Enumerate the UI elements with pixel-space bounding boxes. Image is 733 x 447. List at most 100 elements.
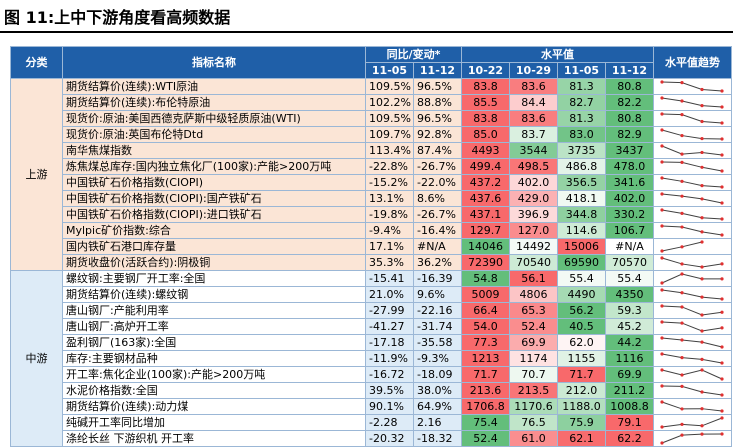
yoy-cell: 92.8% (413, 126, 462, 143)
trend-point (660, 112, 664, 116)
yoy-cell: #N/A (413, 238, 462, 255)
header-cell: 11-12 (413, 62, 462, 79)
trend-point (720, 432, 724, 436)
level-cell: 212.0 (557, 382, 606, 399)
level-cell: 69590 (557, 254, 606, 271)
level-cell: 56.2 (557, 302, 606, 319)
trend-cell (653, 206, 732, 223)
trend-point (660, 160, 664, 164)
level-cell: 330.2 (605, 206, 654, 223)
trend-cell (653, 350, 732, 367)
trend-cell (653, 78, 732, 95)
trend-line (661, 353, 723, 364)
level-cell: 56.1 (509, 270, 558, 287)
trend-line (661, 257, 723, 268)
yoy-cell: 102.2% (365, 94, 414, 111)
trend-point (680, 81, 684, 85)
level-cell: 75.4 (461, 414, 510, 431)
trend-line (661, 385, 723, 396)
data-row: 中国铁矿石价格指数(CIOPI):进口铁矿石 -19.8% -26.7% 437.1 3… (11, 206, 732, 223)
level-cell: 83.0 (557, 126, 606, 143)
yoy-cell: -22.0% (413, 174, 462, 191)
header-cell: 水平值 (461, 46, 654, 63)
sparkline (660, 192, 724, 205)
level-cell: 85.5 (461, 94, 510, 111)
data-row: 中国铁矿石价格指数(CIOPI):国产铁矿石 13.1% 8.6% 437.6 429.… (11, 190, 732, 207)
level-cell: 213.6 (461, 382, 510, 399)
trend-point (700, 313, 704, 317)
level-cell: 418.1 (557, 190, 606, 207)
header-cell: 指标名称 (62, 46, 366, 79)
sparkline (660, 400, 724, 413)
level-cell: 1213 (461, 350, 510, 367)
yoy-cell: 13.1% (365, 190, 414, 207)
trend-cell (653, 254, 732, 271)
level-cell: 70570 (605, 254, 654, 271)
trend-line (661, 97, 723, 108)
level-cell: 81.3 (557, 110, 606, 127)
trend-point (660, 208, 664, 212)
trend-point (700, 329, 704, 333)
yoy-cell: -26.7% (413, 206, 462, 223)
header-cell: 11-05 (365, 62, 414, 79)
level-cell: 69.9 (509, 334, 558, 351)
trend-point (680, 422, 684, 426)
trend-cell (653, 366, 732, 383)
indicator-name: 中国铁矿石价格指数(CIOPI):进口铁矿石 (62, 206, 366, 223)
trend-point (680, 160, 684, 164)
level-cell: 82.9 (605, 126, 654, 143)
level-cell: 211.2 (605, 382, 654, 399)
yoy-cell: 113.4% (365, 142, 414, 159)
sparkline (660, 224, 724, 237)
yoy-cell: 64.9% (413, 398, 462, 415)
level-cell: 3735 (557, 142, 606, 159)
level-cell: 71.7 (461, 366, 510, 383)
data-row: 涤纶长丝 下游织机 开工率 -20.32 -18.32 52.4 61.0 62.1 62.… (11, 430, 732, 447)
title: 图 11:上中下游角度看高频数据 (4, 8, 231, 27)
sparkline (660, 288, 724, 301)
table-body: 分类 指标名称 同比/变动* 水平值 水平值趋势 11-05 11-12 10-… (10, 46, 732, 447)
table: 分类 指标名称 同比/变动* 水平值 水平值趋势 11-05 11-12 10-… (10, 46, 732, 447)
trend-point (720, 185, 724, 189)
yoy-cell: 90.1% (365, 398, 414, 415)
trend-cell (653, 238, 732, 255)
header-cell: 同比/变动* (365, 46, 462, 63)
level-cell: 76.5 (509, 414, 558, 431)
level-cell: 45.2 (605, 318, 654, 335)
trend-cell (653, 302, 732, 319)
trend-point (720, 233, 724, 237)
trend-point (720, 121, 724, 125)
yoy-cell: 96.5% (413, 110, 462, 127)
level-cell: 75.9 (557, 414, 606, 431)
trend-line (661, 177, 723, 188)
level-cell: 341.6 (605, 174, 654, 191)
level-cell: 62.0 (557, 334, 606, 351)
yoy-cell: -27.99 (365, 302, 414, 319)
indicator-name: 期货结算价(连续):动力煤 (62, 398, 366, 415)
indicator-name: 期货结算价(连续):螺纹钢 (62, 286, 366, 303)
sparkline (660, 128, 724, 141)
level-cell: #N/A (605, 238, 654, 255)
level-cell: 1174 (509, 350, 558, 367)
trend-point (660, 281, 664, 285)
sparkline (660, 432, 724, 445)
trend-point (720, 169, 724, 173)
level-cell: 83.7 (509, 126, 558, 143)
indicator-name: 纯碱开工率同比增加 (62, 414, 366, 431)
trend-point (660, 256, 664, 260)
trend-point (660, 336, 664, 340)
level-cell: 499.4 (461, 158, 510, 175)
level-cell: 402.0 (509, 174, 558, 191)
trend-point (700, 150, 704, 155)
level-cell: 77.3 (461, 334, 510, 351)
yoy-cell: -15.41 (365, 270, 414, 287)
level-cell: 52.4 (509, 318, 558, 335)
trend-point (680, 225, 684, 229)
level-cell: 1155 (557, 350, 606, 367)
trend-point (700, 183, 704, 188)
indicator-name: 涤纶长丝 下游织机 开工率 (62, 430, 366, 447)
level-cell: 1008.8 (605, 398, 654, 415)
trend-point (680, 211, 684, 215)
sparkline (660, 176, 724, 189)
sparkline (660, 144, 724, 157)
